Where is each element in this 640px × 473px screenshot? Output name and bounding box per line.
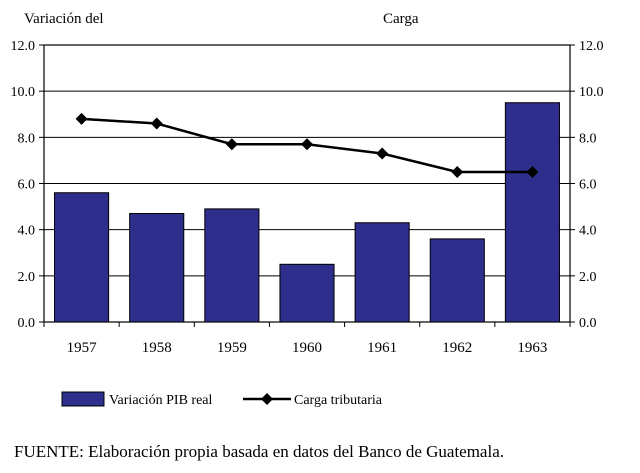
left-tick-label: 6.0 (18, 178, 36, 193)
right-axis-title: Carga (383, 11, 419, 27)
legend-line-marker (261, 393, 273, 405)
right-tick-label: 12.0 (579, 39, 604, 54)
right-tick-label: 4.0 (579, 224, 597, 239)
left-tick-label: 12.0 (11, 39, 36, 54)
bar (279, 263, 335, 323)
left-tick-label: 8.0 (18, 131, 36, 146)
bar (204, 208, 260, 323)
bar (429, 238, 485, 323)
legend-bar-swatch (61, 391, 105, 407)
left-tick-label: 2.0 (18, 270, 36, 285)
x-tick-label: 1959 (217, 340, 247, 356)
line-point (150, 117, 163, 130)
bar (504, 102, 560, 323)
line-point (451, 165, 464, 178)
left-tick-label: 4.0 (18, 224, 36, 239)
x-tick-label: 1958 (142, 340, 172, 356)
bar (54, 192, 110, 323)
bar (354, 222, 410, 323)
x-tick-label: 1961 (367, 340, 397, 356)
left-axis-title: Variación del (24, 11, 104, 27)
left-tick-label: 0.0 (18, 316, 36, 331)
right-tick-label: 2.0 (579, 270, 597, 285)
source-note: FUENTE: Elaboración propia basada en dat… (14, 442, 504, 461)
bar (129, 213, 185, 323)
x-tick-label: 1960 (292, 340, 322, 356)
line-point (301, 138, 313, 151)
x-tick-label: 1962 (442, 340, 472, 356)
left-tick-label: 10.0 (11, 85, 36, 100)
x-tick-label: 1957 (67, 340, 98, 356)
legend-bar-label: Variación PIB real (109, 393, 213, 408)
x-tick-label: 1963 (517, 340, 547, 356)
right-tick-label: 10.0 (579, 85, 604, 100)
right-tick-label: 8.0 (579, 131, 597, 146)
right-tick-label: 0.0 (579, 316, 597, 331)
legend-line-label: Carga tributaria (294, 393, 383, 408)
line-point (225, 138, 238, 151)
right-tick-label: 6.0 (579, 178, 597, 193)
line-point (75, 112, 88, 125)
line-point (376, 147, 389, 160)
line-point (526, 165, 539, 178)
